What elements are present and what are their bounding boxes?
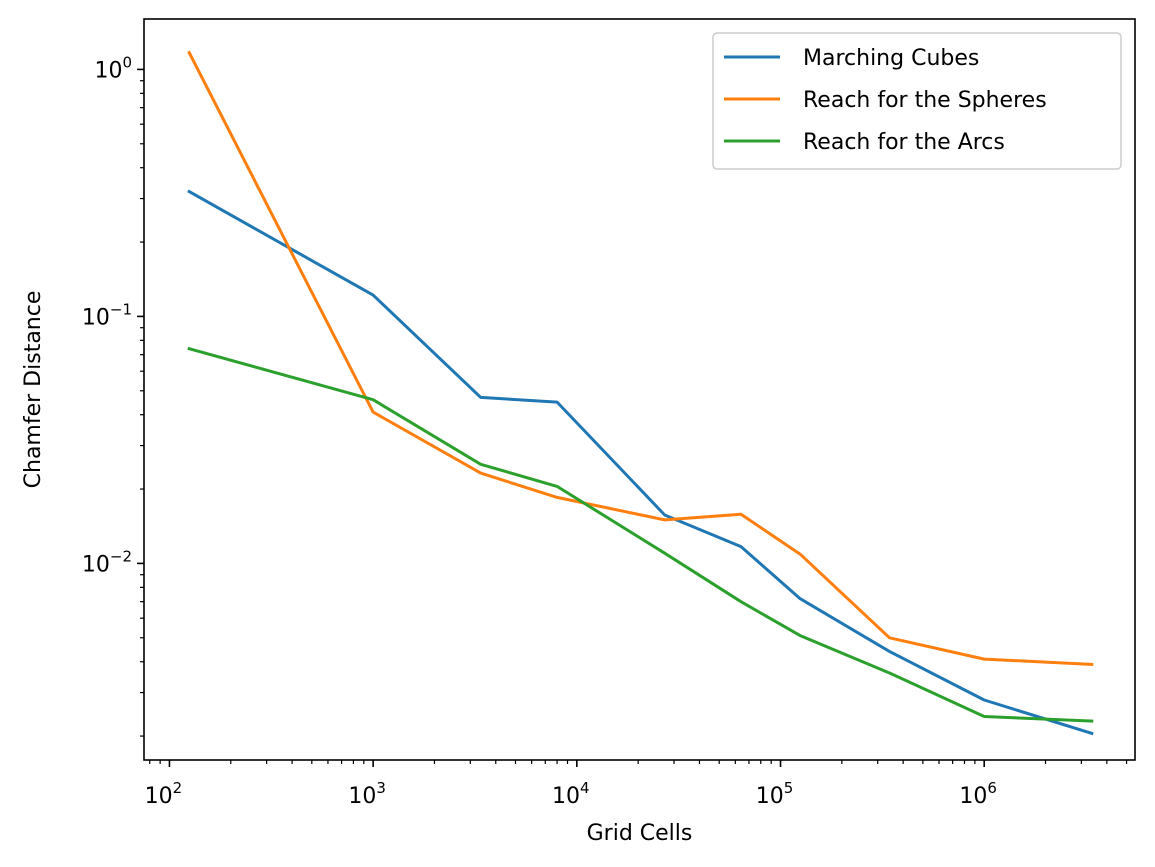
series-line-1: [187, 189, 1094, 736]
y-tick-label-exponent: 0: [122, 53, 132, 71]
y-tick-label: 100: [94, 53, 132, 83]
legend-box: [712, 32, 1122, 170]
x-tick-label-exponent: 5: [784, 779, 794, 797]
y-tick-label-base: 10: [82, 305, 110, 330]
y-axis-label: Chamfer Distance: [21, 291, 46, 489]
plot-frame: [143, 18, 1136, 761]
series-line-2: [187, 50, 1094, 666]
legend-label-3: Reach for the Arcs: [803, 130, 1005, 155]
x-tick-label-base: 10: [756, 784, 784, 809]
y-tick-label: 10−1: [82, 300, 132, 330]
x-tick-label: 104: [552, 779, 590, 809]
legend-label-1: Marching Cubes: [803, 46, 979, 71]
y-tick-label-base: 10: [94, 58, 122, 83]
x-tick-label-exponent: 6: [987, 779, 997, 797]
x-tick-label-base: 10: [145, 784, 173, 809]
x-tick-label: 102: [145, 779, 183, 809]
x-tick-label-exponent: 4: [580, 779, 590, 797]
x-tick-label-base: 10: [552, 784, 580, 809]
series-layer: [187, 50, 1094, 736]
y-tick-label-exponent: −2: [110, 547, 132, 565]
x-tick-label: 106: [959, 779, 997, 809]
x-tick-label-exponent: 2: [173, 779, 183, 797]
x-axis-label: Grid Cells: [587, 821, 693, 846]
y-tick-label-base: 10: [82, 552, 110, 577]
y-tick-label-exponent: −1: [110, 300, 132, 318]
legend-label-2: Reach for the Spheres: [803, 88, 1047, 113]
x-tick-label: 103: [348, 779, 386, 809]
x-tick-label: 105: [756, 779, 794, 809]
x-tick-label-base: 10: [959, 784, 987, 809]
y-tick-label: 10−2: [82, 547, 132, 577]
series-line-3: [187, 346, 1094, 723]
legend: Marching Cubes Reach for the Spheres Reach…: [712, 32, 1122, 170]
x-tick-label-exponent: 3: [376, 779, 386, 797]
x-tick-label-base: 10: [348, 784, 376, 809]
